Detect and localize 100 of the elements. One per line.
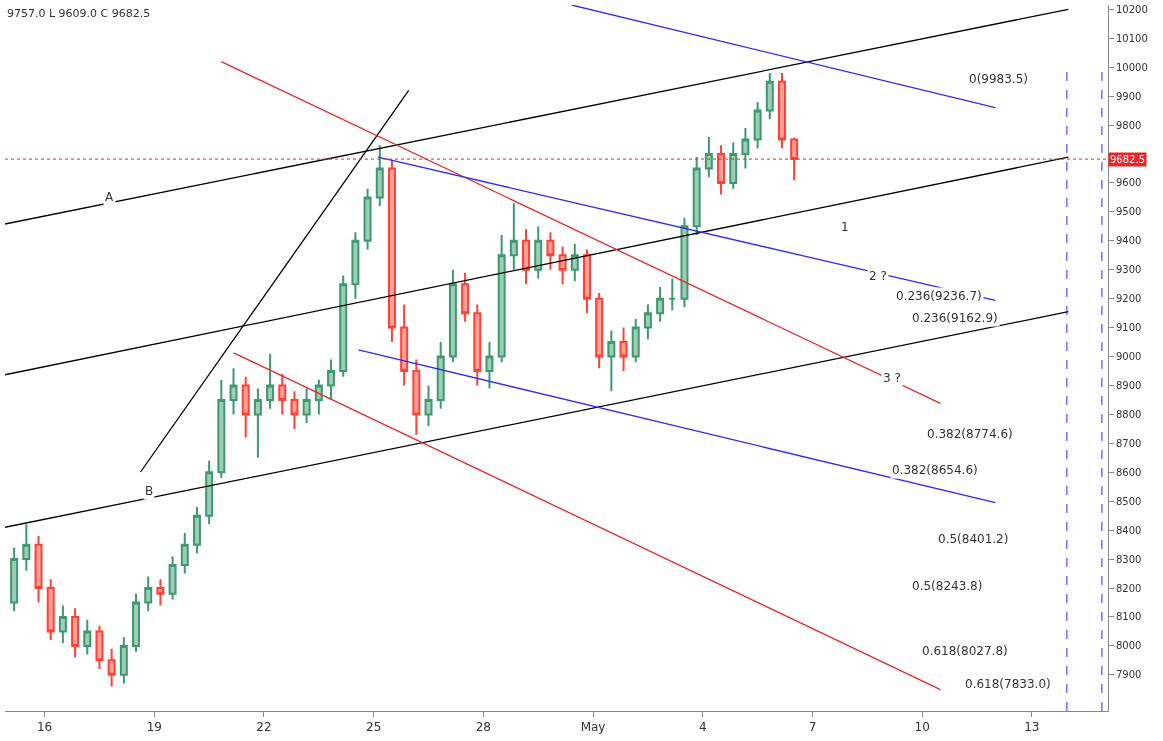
annotation: 0.236(9162.9) xyxy=(912,311,998,325)
candlestick xyxy=(729,141,738,190)
x-tick-label: 10 xyxy=(914,720,930,735)
candlestick xyxy=(619,326,628,373)
candlestick xyxy=(351,231,360,300)
y-tick-label: 8100 xyxy=(1116,611,1142,623)
candlestick xyxy=(509,202,518,271)
y-tick-label: 9300 xyxy=(1116,264,1142,276)
annotation: B xyxy=(145,484,154,498)
candlestick xyxy=(680,216,689,309)
candlestick xyxy=(570,242,579,283)
y-tick-label: 9200 xyxy=(1116,293,1142,305)
candlestick xyxy=(290,390,299,430)
candlestick xyxy=(302,387,311,425)
candlestick xyxy=(777,72,786,150)
y-tick-label: 9100 xyxy=(1116,322,1142,334)
annotation: 0.618(8027.8) xyxy=(922,644,1008,658)
annotation: 3 ? xyxy=(883,371,901,385)
candlestick xyxy=(327,358,336,401)
candlestick xyxy=(643,303,652,341)
y-tick-label: 8600 xyxy=(1116,466,1142,478)
x-tick-label: 22 xyxy=(256,720,272,735)
candlestick xyxy=(558,245,567,286)
y-tick-label: 10000 xyxy=(1116,61,1148,73)
candlestick xyxy=(22,523,31,572)
candlestick xyxy=(278,372,287,416)
candlestick xyxy=(314,378,323,416)
candlestick xyxy=(656,286,665,323)
y-tick-label: 10200 xyxy=(1116,3,1148,15)
candlestick xyxy=(375,144,384,208)
y-tick-label: 9600 xyxy=(1116,177,1142,189)
y-tick-label: 8900 xyxy=(1116,379,1142,391)
x-tick-label: 25 xyxy=(366,720,382,735)
candlestick xyxy=(753,100,762,150)
x-tick-label: May xyxy=(580,720,606,735)
annotation: 2 ? xyxy=(869,269,887,283)
y-tick-label: 8400 xyxy=(1116,524,1142,536)
candlestick xyxy=(595,291,604,370)
candlestick xyxy=(180,532,189,575)
y-tick-label: 8700 xyxy=(1116,437,1142,449)
candlestick xyxy=(58,604,67,644)
candlestick xyxy=(607,329,616,393)
candlestick xyxy=(83,618,92,656)
candlestick xyxy=(461,271,470,323)
candlestick xyxy=(741,126,750,170)
annotation: 0.5(8401.2) xyxy=(938,532,1009,546)
candlestick xyxy=(10,546,19,613)
y-tick-label: 10100 xyxy=(1116,32,1148,44)
candlestick xyxy=(46,578,55,642)
candlestick xyxy=(582,248,591,315)
candlestick xyxy=(522,228,531,286)
y-tick-label: 9500 xyxy=(1116,206,1142,218)
annotation: 1 xyxy=(841,220,849,234)
candlestick xyxy=(692,155,701,237)
candlestick xyxy=(192,506,201,555)
candlestick xyxy=(144,575,153,613)
y-tick-label: 7900 xyxy=(1116,669,1142,681)
candlestick xyxy=(668,277,677,312)
candlestick xyxy=(387,158,396,344)
annotation: 0.382(8774.6) xyxy=(927,427,1013,441)
candlestick xyxy=(266,352,275,410)
candlestick xyxy=(217,378,226,480)
candlestick xyxy=(400,303,409,387)
x-tick-label: 4 xyxy=(698,720,707,735)
annotation: 0.5(8243.8) xyxy=(912,579,983,593)
candlestick xyxy=(717,144,726,196)
candlestick xyxy=(412,358,421,436)
y-tick-label: 9000 xyxy=(1116,351,1142,363)
y-tick-label: 9900 xyxy=(1116,90,1142,102)
x-tick-label: 13 xyxy=(1024,720,1040,735)
annotation: A xyxy=(105,190,114,204)
candlestick xyxy=(34,534,43,604)
candlestick xyxy=(119,636,128,685)
candlestick xyxy=(71,607,80,659)
candlestick xyxy=(534,225,543,280)
candlestick xyxy=(132,592,141,653)
candlestick xyxy=(363,187,372,251)
candlestick xyxy=(473,303,482,387)
annotation: 0.236(9236.7) xyxy=(896,289,982,303)
candlestick xyxy=(205,459,214,526)
x-tick-label: 28 xyxy=(475,720,492,735)
x-tick-label: 19 xyxy=(146,720,162,735)
annotation: 0.382(8654.6) xyxy=(892,463,978,477)
x-tick-label: 7 xyxy=(808,720,817,735)
y-tick-label: 8200 xyxy=(1116,582,1142,594)
y-tick-label: 9800 xyxy=(1116,119,1142,131)
candlestick xyxy=(790,136,799,182)
y-tick-label: 8300 xyxy=(1116,553,1142,565)
x-tick-label: 16 xyxy=(36,720,53,735)
y-tick-label: 8800 xyxy=(1116,408,1142,420)
candlestick xyxy=(241,375,250,439)
candlestick xyxy=(339,274,348,378)
candlestick xyxy=(448,268,457,364)
annotation: 0.618(7833.0) xyxy=(965,677,1051,691)
candlestick xyxy=(107,647,116,688)
candlestick xyxy=(485,341,494,390)
candlestick xyxy=(631,317,640,364)
annotation: 9757.0 L 9609.0 C 9682.5 xyxy=(7,7,151,20)
y-tick-label: 9400 xyxy=(1116,235,1142,247)
candlestick xyxy=(546,231,555,271)
